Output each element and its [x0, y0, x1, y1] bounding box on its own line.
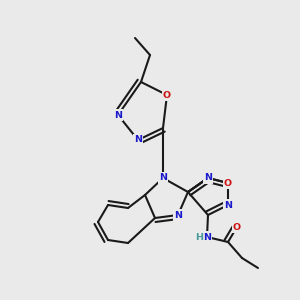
Text: N: N	[204, 173, 212, 182]
Text: N: N	[134, 136, 142, 145]
Text: N: N	[114, 110, 122, 119]
Text: N: N	[159, 173, 167, 182]
Text: H: H	[195, 232, 203, 242]
Text: O: O	[233, 223, 241, 232]
Text: N: N	[174, 211, 182, 220]
Text: O: O	[163, 91, 171, 100]
Text: N: N	[224, 200, 232, 209]
Text: O: O	[224, 178, 232, 188]
Text: N: N	[203, 232, 211, 242]
